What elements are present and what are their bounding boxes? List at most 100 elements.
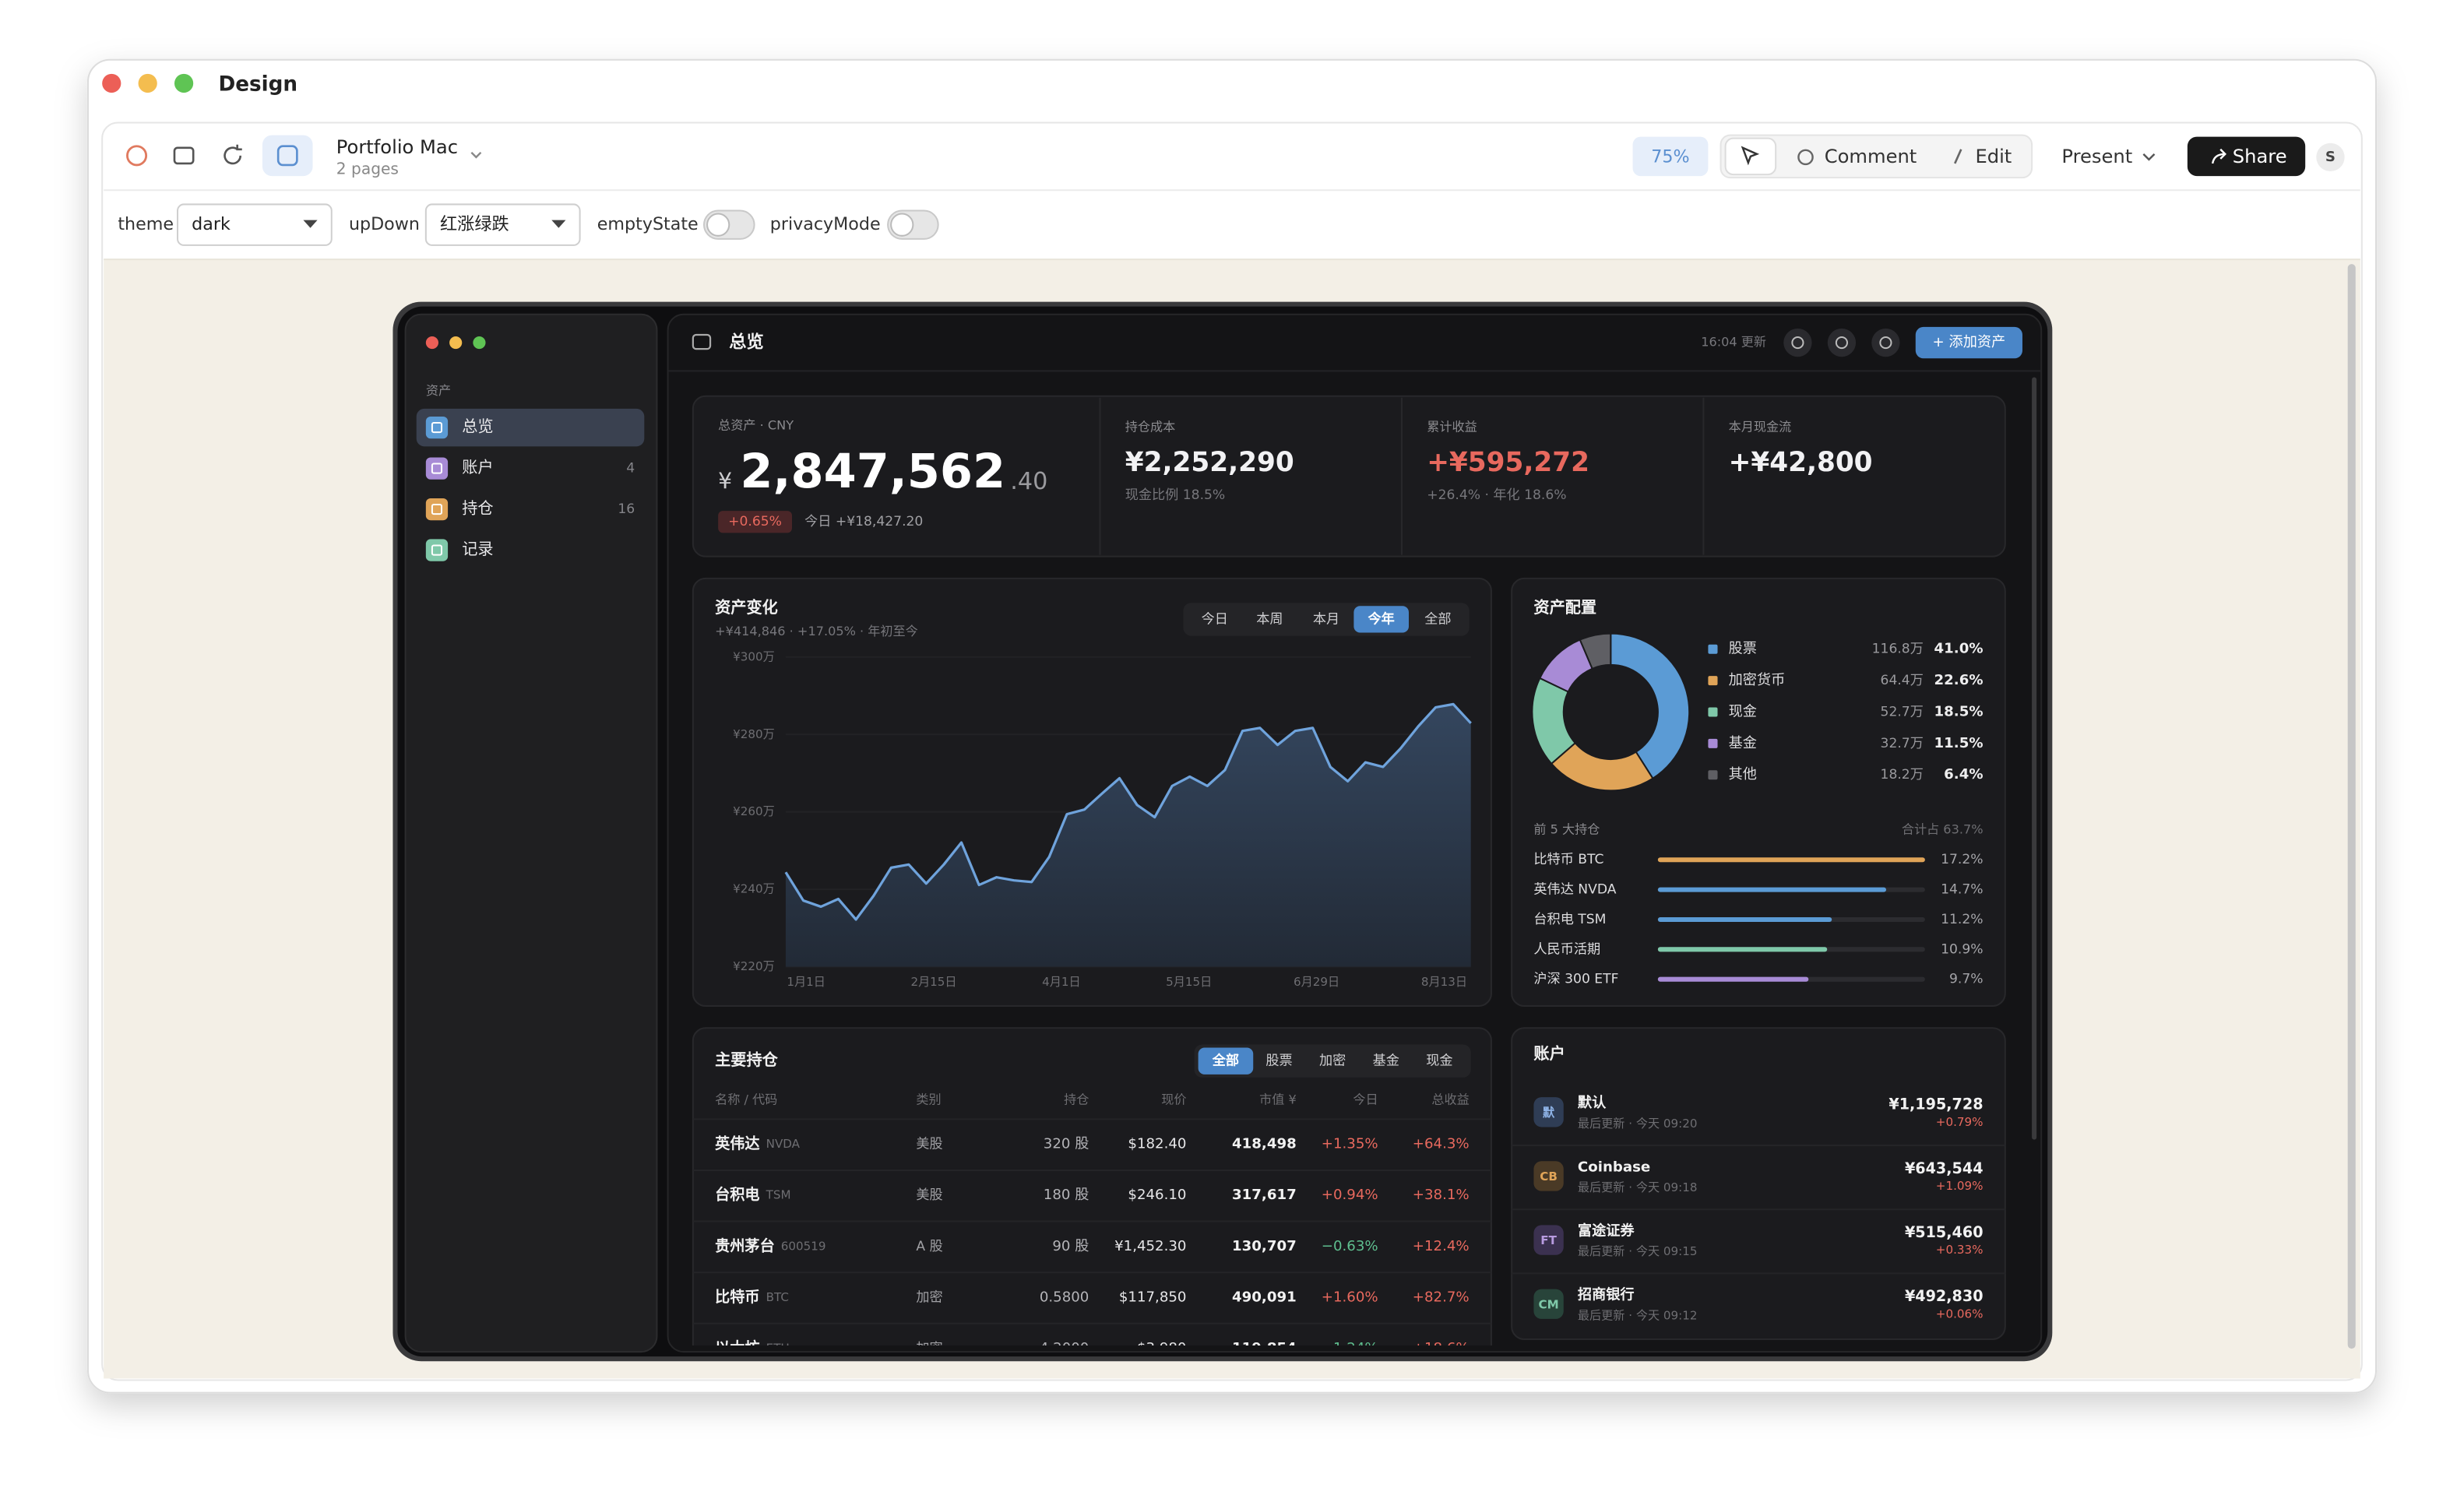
edit-icon xyxy=(1954,149,1962,164)
card xyxy=(1511,1027,2006,1340)
tab[interactable]: 全部 xyxy=(1212,1053,1239,1069)
sidebar-item[interactable]: 账户 xyxy=(462,458,493,477)
account-name[interactable]: 富途证券 xyxy=(1578,1222,1635,1239)
app-traffic-light[interactable] xyxy=(449,336,463,350)
holding-total: +64.3% xyxy=(1413,1136,1470,1152)
traffic-light[interactable] xyxy=(102,73,121,93)
holding-price: $182.40 xyxy=(1128,1136,1186,1152)
tab[interactable]: 全部 xyxy=(1424,611,1451,627)
zoom-box[interactable] xyxy=(1632,136,1709,177)
legend-label: 现金 xyxy=(1729,703,1757,719)
app-traffic-light[interactable] xyxy=(473,336,486,350)
mode-group xyxy=(1720,134,2033,179)
account-badge xyxy=(1533,1097,1564,1127)
select[interactable] xyxy=(424,203,581,246)
bar-label: 沪深 300 ETF xyxy=(1533,972,1618,987)
traffic-light[interactable] xyxy=(174,73,194,93)
header-button-glyph xyxy=(1835,336,1848,350)
card xyxy=(692,395,2006,558)
comment-button[interactable]: Comment xyxy=(1825,146,1917,167)
sidebar-item[interactable]: 记录 xyxy=(462,540,493,558)
header-button[interactable] xyxy=(1871,328,1900,357)
sidebar-item[interactable]: 总览 xyxy=(462,417,493,436)
tab[interactable]: 今日 xyxy=(1202,611,1228,627)
tab[interactable]: 基金 xyxy=(1373,1053,1399,1069)
donut-slice[interactable] xyxy=(1610,632,1691,780)
holding-name[interactable]: 台积电 xyxy=(715,1186,759,1204)
x-tick-label: 2月15日 xyxy=(910,975,956,989)
sidebar-item[interactable]: 持仓 xyxy=(462,499,493,518)
toggle-sidebar-icon[interactable] xyxy=(692,333,712,350)
holding-name[interactable]: 比特币 xyxy=(715,1288,759,1306)
project-name[interactable]: Portfolio Mac xyxy=(336,136,458,158)
tab[interactable]: 本周 xyxy=(1256,611,1283,627)
components-button[interactable] xyxy=(262,135,313,177)
holding-name[interactable]: 英伟达 xyxy=(715,1134,760,1152)
summary-total: 2,847,562 xyxy=(740,445,1005,499)
legend-percent: 11.5% xyxy=(1934,735,1984,751)
account-name[interactable]: 默认 xyxy=(1578,1094,1607,1111)
sidebar-icon[interactable] xyxy=(425,539,449,561)
control-label: privacyMode xyxy=(770,214,881,234)
card-title: 主要持仓 xyxy=(715,1050,778,1069)
y-tick-label: ¥240万 xyxy=(733,882,775,896)
share-button[interactable]: Share xyxy=(2233,146,2287,167)
account-name[interactable]: Coinbase xyxy=(1578,1159,1650,1175)
sidebar-selection xyxy=(416,408,645,447)
bar-value: 9.7% xyxy=(1949,972,1984,987)
header-button[interactable] xyxy=(1783,328,1812,357)
app-traffic-light[interactable] xyxy=(425,336,438,350)
edit-button[interactable]: Edit xyxy=(1975,146,2012,167)
holding-qty: 320 股 xyxy=(1044,1136,1089,1152)
summary-label: 总资产 · CNY xyxy=(718,418,794,433)
section-total: 合计占 63.7% xyxy=(1902,821,1984,836)
main-scrollbar[interactable] xyxy=(2032,377,2037,1140)
x-tick-label: 4月1日 xyxy=(1042,975,1080,989)
column-header: 总收益 xyxy=(1431,1092,1469,1107)
traffic-light[interactable] xyxy=(138,73,157,93)
sidebar-icon[interactable] xyxy=(173,146,195,165)
control-label: upDown xyxy=(349,214,420,234)
sidebar-icon-glyph xyxy=(431,504,443,515)
avatar[interactable] xyxy=(2316,142,2345,172)
sidebar-count: 4 xyxy=(626,461,635,477)
select[interactable] xyxy=(177,203,333,246)
account-change: +0.06% xyxy=(1936,1307,1984,1321)
sidebar-icon[interactable] xyxy=(425,498,449,521)
present-button[interactable]: Present xyxy=(2061,146,2132,167)
holding-qty: 4.2000 xyxy=(1040,1340,1089,1356)
holding-qty: 0.5800 xyxy=(1040,1289,1089,1305)
add-asset-button[interactable] xyxy=(1915,326,2022,359)
holding-name[interactable]: 贵州茅台 xyxy=(715,1236,775,1254)
account-amount: ¥643,544 xyxy=(1905,1159,1984,1177)
tab[interactable]: 本月 xyxy=(1313,611,1339,627)
sidebar-icon[interactable] xyxy=(425,416,449,439)
sidebar-icon[interactable] xyxy=(425,457,449,480)
account-name[interactable]: 招商银行 xyxy=(1578,1286,1635,1303)
card-title: 账户 xyxy=(1533,1044,1565,1063)
summary-note: 现金比例 18.5% xyxy=(1125,487,1225,503)
canvas-scrollbar[interactable] xyxy=(2347,264,2356,1349)
select-arrow xyxy=(303,220,318,228)
zoom-level: 75% xyxy=(1651,146,1689,167)
share-button-bg[interactable] xyxy=(2187,136,2306,177)
palette-icon[interactable] xyxy=(126,145,148,167)
account-amount: ¥492,830 xyxy=(1905,1287,1984,1305)
holding-name[interactable]: 以太坊 xyxy=(715,1339,759,1357)
donut-slice[interactable] xyxy=(1579,632,1612,670)
x-tick-label: 1月1日 xyxy=(787,975,825,989)
legend-label: 基金 xyxy=(1729,735,1757,751)
summary-value: ¥2,252,290 xyxy=(1125,447,1294,478)
header-button[interactable] xyxy=(1827,328,1857,357)
chevron[interactable] xyxy=(470,151,482,159)
tab[interactable]: 加密 xyxy=(1319,1053,1346,1069)
summary-value: +¥595,272 xyxy=(1427,447,1589,478)
tab[interactable]: 今年 xyxy=(1368,610,1395,627)
tab[interactable]: 现金 xyxy=(1426,1053,1452,1069)
holding-today: −0.63% xyxy=(1322,1238,1378,1254)
refresh-icon[interactable] xyxy=(224,144,242,165)
tab[interactable]: 股票 xyxy=(1265,1053,1292,1069)
summary-label: 持仓成本 xyxy=(1125,420,1175,434)
app-sidebar xyxy=(404,313,658,1353)
